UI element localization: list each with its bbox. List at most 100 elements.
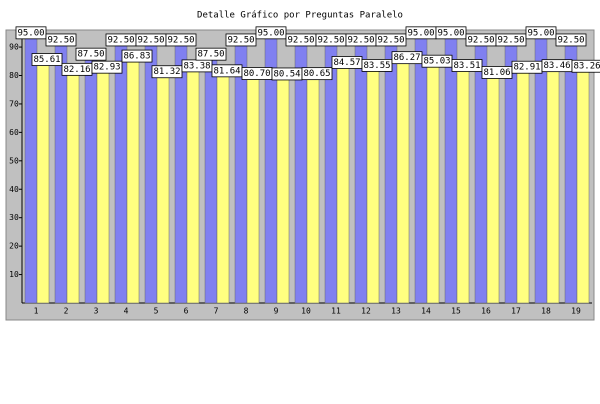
bar [456, 65, 470, 304]
bar [24, 32, 38, 304]
value-label: 92.50 [137, 35, 164, 45]
value-label: 95.00 [257, 28, 284, 38]
value-label-box [225, 33, 257, 47]
value-label: 80.54 [273, 69, 300, 79]
x-tick-label: 14 [421, 307, 431, 316]
x-tick-label: 16 [481, 307, 491, 316]
y-tick-label: 60 [9, 128, 19, 137]
y-tick-label: 30 [9, 213, 19, 222]
bar [576, 65, 590, 304]
value-label: 92.50 [557, 35, 584, 45]
value-label: 83.26 [573, 62, 600, 72]
bar [54, 39, 68, 304]
bar [276, 73, 290, 304]
bar [174, 39, 188, 304]
value-label: 83.46 [543, 61, 570, 71]
value-label: 80.65 [303, 69, 330, 79]
value-label: 95.00 [527, 28, 554, 38]
value-label: 95.00 [17, 28, 44, 38]
bar [564, 39, 578, 304]
bar [516, 66, 530, 304]
bar [126, 55, 140, 304]
x-tick-label: 12 [361, 307, 371, 316]
x-tick-label: 4 [124, 307, 129, 316]
value-label: 81.06 [483, 68, 510, 78]
value-label: 82.93 [93, 63, 120, 73]
bar [486, 72, 500, 304]
value-label: 92.50 [347, 35, 374, 45]
value-label-box [555, 33, 587, 47]
x-tick-label: 8 [244, 307, 249, 316]
value-label: 92.50 [227, 35, 254, 45]
bar [426, 60, 440, 304]
bar [396, 57, 410, 304]
value-label-box [255, 26, 287, 40]
value-label-box [571, 59, 600, 73]
value-label: 83.55 [363, 61, 390, 71]
x-tick-label: 19 [571, 307, 581, 316]
value-label-box [45, 33, 77, 47]
x-tick-label: 1 [34, 307, 39, 316]
value-label: 92.50 [467, 35, 494, 45]
bar [216, 70, 230, 304]
y-tick-label: 50 [9, 156, 19, 165]
y-tick-label: 90 [9, 43, 19, 52]
value-label-box [75, 47, 107, 61]
x-tick-label: 2 [64, 307, 69, 316]
value-label: 92.50 [167, 35, 194, 45]
value-label: 83.51 [453, 61, 480, 71]
y-tick-label: 70 [9, 99, 19, 108]
value-label: 86.27 [393, 53, 420, 63]
value-label: 95.00 [437, 28, 464, 38]
x-tick-label: 3 [94, 307, 99, 316]
value-label: 87.50 [77, 50, 104, 60]
value-label: 81.64 [213, 66, 240, 76]
value-label: 85.61 [33, 55, 60, 65]
value-label-box [195, 47, 227, 61]
x-tick-label: 13 [391, 307, 401, 316]
value-label: 84.57 [333, 58, 360, 68]
value-label-box [31, 53, 63, 66]
value-label-box [361, 59, 393, 72]
bar [354, 39, 368, 304]
value-label-box [525, 26, 557, 40]
value-label-box [495, 33, 527, 47]
y-tick-label: 80 [9, 71, 19, 80]
value-label: 92.50 [47, 35, 74, 45]
bar [474, 39, 488, 304]
bar [156, 71, 170, 304]
value-label-box [301, 67, 333, 81]
x-tick-label: 18 [541, 307, 551, 316]
x-tick-label: 15 [451, 307, 461, 316]
value-label-box [91, 60, 123, 74]
bar [546, 65, 560, 304]
x-tick-label: 5 [154, 307, 159, 316]
bar [186, 65, 200, 304]
value-label: 82.16 [63, 65, 90, 75]
bar [444, 32, 458, 304]
bar [144, 39, 158, 304]
value-label: 92.50 [287, 35, 314, 45]
bar [84, 53, 98, 304]
value-label: 92.50 [377, 35, 404, 45]
value-label: 87.50 [197, 50, 224, 60]
bar [204, 53, 218, 304]
bar [246, 73, 260, 304]
y-tick-label: 40 [9, 185, 19, 194]
value-label-box [451, 59, 483, 72]
bar [36, 59, 50, 304]
bar [414, 32, 428, 304]
x-tick-label: 7 [214, 307, 219, 316]
value-label: 92.50 [107, 35, 134, 45]
value-label: 95.00 [407, 28, 434, 38]
value-label-box [15, 26, 47, 40]
bar [114, 39, 128, 304]
value-label-box [121, 49, 153, 63]
bar [306, 73, 320, 304]
value-label: 92.50 [497, 35, 524, 45]
y-tick-label: 20 [9, 242, 19, 251]
x-tick-label: 11 [331, 307, 341, 316]
bar [384, 39, 398, 304]
value-label: 83.38 [183, 61, 210, 71]
